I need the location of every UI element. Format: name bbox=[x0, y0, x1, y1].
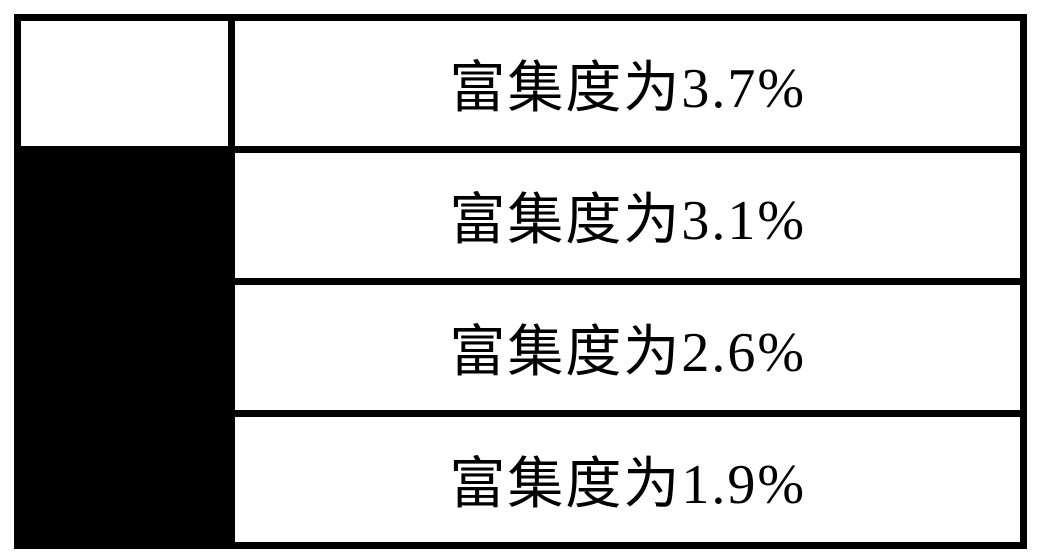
legend-swatch bbox=[18, 18, 232, 150]
legend-label: 富集度为1.9% bbox=[232, 414, 1024, 546]
enrichment-table: 富集度为3.7% 富集度为3.1% 富集度为2.6% 富集度为1.9% bbox=[14, 14, 1027, 549]
legend-label: 富集度为3.7% bbox=[232, 18, 1024, 150]
legend-swatch bbox=[18, 150, 232, 546]
legend-label: 富集度为3.1% bbox=[232, 150, 1024, 282]
table-row: 富集度为3.1% bbox=[18, 150, 1024, 282]
table-row: 富集度为3.7% bbox=[18, 18, 1024, 150]
legend-label: 富集度为2.6% bbox=[232, 282, 1024, 414]
